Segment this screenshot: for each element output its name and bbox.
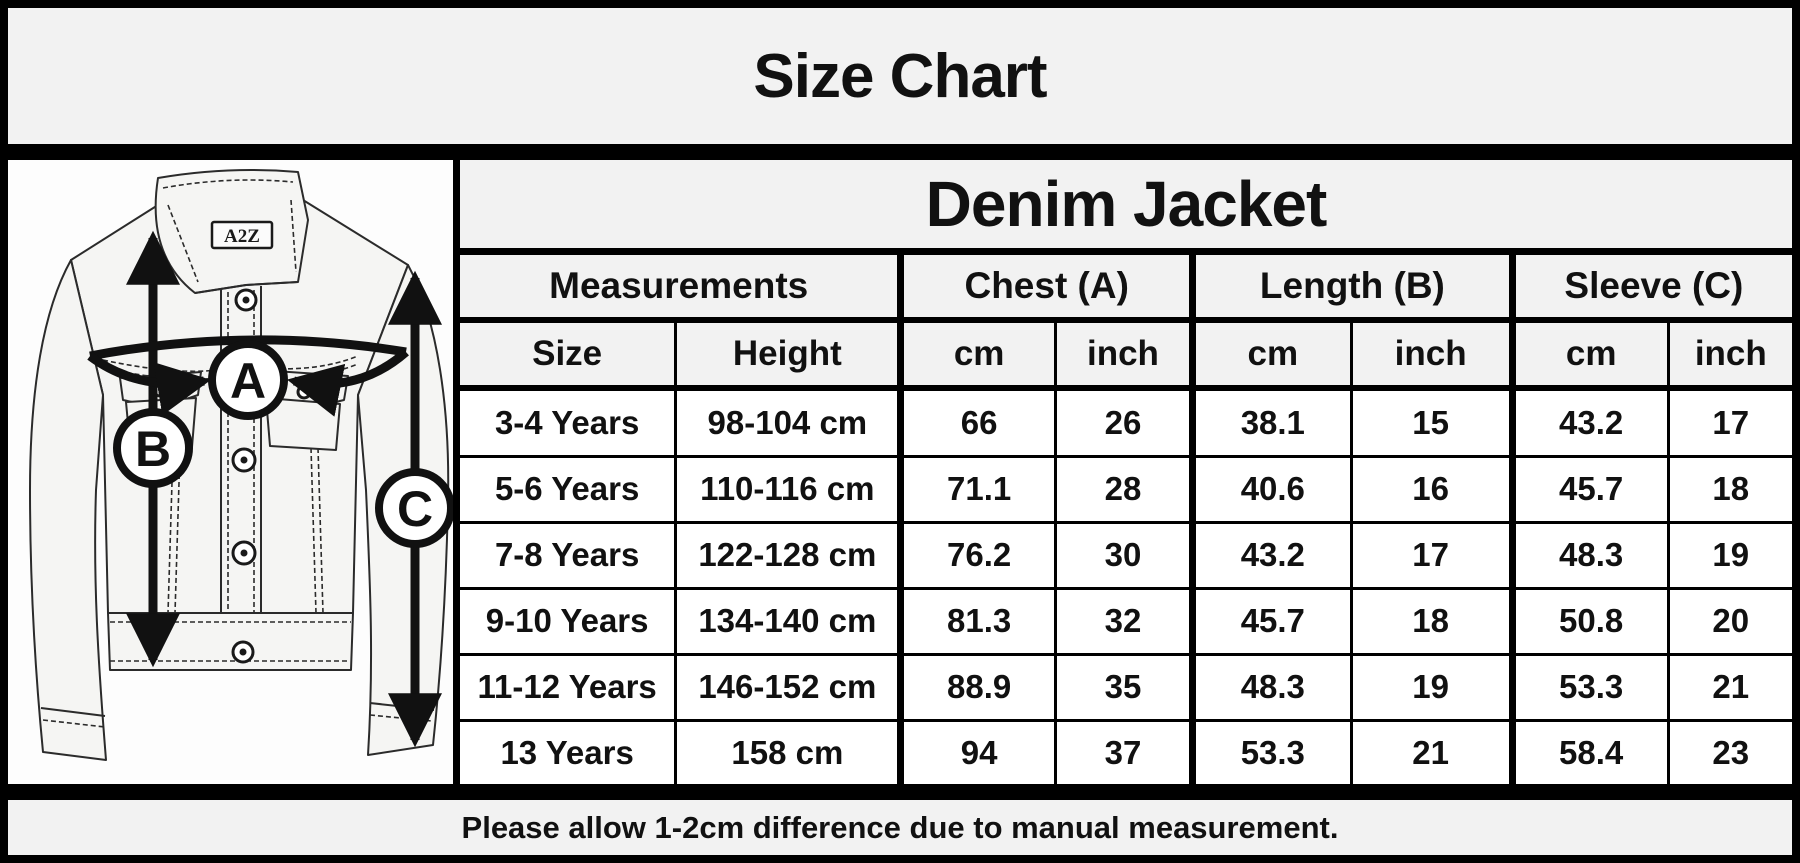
col-header-length-cm: cm [1189, 320, 1352, 391]
chest-inch-cell: 32 [1053, 588, 1193, 656]
col-header-length-inch: inch [1349, 320, 1513, 391]
length-cm-cell: 43.2 [1189, 522, 1352, 590]
chest-cm-cell: 81.3 [897, 588, 1056, 656]
size-cell: 9-10 Years [460, 588, 676, 656]
sleeve-cm-cell: 58.4 [1508, 720, 1669, 784]
col-group-sleeve: Sleeve (C) [1508, 251, 1792, 323]
col-group-measurements: Measurements [460, 251, 901, 323]
measure-label-b: B [113, 408, 193, 488]
main-panel: A2Z [0, 152, 1800, 792]
size-cell: 11-12 Years [460, 654, 676, 722]
col-header-sleeve-cm: cm [1508, 320, 1669, 391]
measure-label-a: A [208, 340, 288, 420]
height-cell: 98-104 cm [674, 388, 901, 458]
chest-cm-cell: 71.1 [897, 456, 1056, 524]
footer-note: Please allow 1-2cm difference due to man… [0, 792, 1800, 863]
table-row: 11-12 Years 146-152 cm 88.9 35 48.3 19 5… [460, 654, 1792, 722]
svg-text:B: B [135, 421, 171, 477]
svg-text:C: C [397, 481, 433, 537]
svg-text:A: A [230, 353, 266, 409]
table-row: 5-6 Years 110-116 cm 71.1 28 40.6 16 45.… [460, 456, 1792, 524]
chest-cm-cell: 76.2 [897, 522, 1056, 590]
table-row: 9-10 Years 134-140 cm 81.3 32 45.7 18 50… [460, 588, 1792, 656]
brand-label: A2Z [224, 226, 260, 247]
table-row: 13 Years 158 cm 94 37 53.3 21 58.4 23 [460, 720, 1792, 784]
sleeve-cm-cell: 50.8 [1508, 588, 1669, 656]
sleeve-inch-cell: 18 [1666, 456, 1792, 524]
size-table: Denim Jacket Measurements Chest (A) Leng… [460, 160, 1792, 784]
size-table-panel: Denim Jacket Measurements Chest (A) Leng… [460, 160, 1792, 784]
product-title: Denim Jacket [460, 160, 1792, 255]
length-inch-cell: 15 [1349, 388, 1513, 458]
length-cm-cell: 40.6 [1189, 456, 1352, 524]
sleeve-cm-cell: 45.7 [1508, 456, 1669, 524]
size-cell: 3-4 Years [460, 388, 676, 458]
chest-cm-cell: 94 [897, 720, 1056, 784]
sleeve-inch-cell: 19 [1666, 522, 1792, 590]
col-header-size: Size [460, 320, 676, 391]
chest-inch-cell: 28 [1053, 456, 1193, 524]
measure-label-c: C [375, 468, 453, 548]
height-cell: 122-128 cm [674, 522, 901, 590]
jacket-left-sleeve [29, 259, 107, 761]
length-inch-cell: 21 [1349, 720, 1513, 784]
col-header-height: Height [674, 320, 901, 391]
jacket-diagram-panel: A2Z [8, 160, 460, 784]
chest-inch-cell: 35 [1053, 654, 1193, 722]
sleeve-cm-cell: 53.3 [1508, 654, 1669, 722]
chest-inch-cell: 37 [1053, 720, 1193, 784]
length-inch-cell: 17 [1349, 522, 1513, 590]
size-cell: 5-6 Years [460, 456, 676, 524]
height-cell: 158 cm [674, 720, 901, 784]
col-group-length: Length (B) [1189, 251, 1513, 323]
title-banner: Size Chart [0, 0, 1800, 152]
sleeve-inch-cell: 17 [1666, 388, 1792, 458]
height-cell: 146-152 cm [674, 654, 901, 722]
col-header-sleeve-inch: inch [1666, 320, 1792, 391]
height-cell: 110-116 cm [674, 456, 901, 524]
length-inch-cell: 19 [1349, 654, 1513, 722]
table-row: 3-4 Years 98-104 cm 66 26 38.1 15 43.2 1… [460, 388, 1792, 458]
chest-cm-cell: 88.9 [897, 654, 1056, 722]
col-header-chest-inch: inch [1053, 320, 1193, 391]
jacket-buttons [231, 288, 258, 664]
sleeve-inch-cell: 21 [1666, 654, 1792, 722]
chest-cm-cell: 66 [897, 388, 1056, 458]
length-cm-cell: 53.3 [1189, 720, 1352, 784]
sleeve-cm-cell: 48.3 [1508, 522, 1669, 590]
page-title: Size Chart [753, 41, 1047, 111]
table-row: 7-8 Years 122-128 cm 76.2 30 43.2 17 48.… [460, 522, 1792, 590]
length-inch-cell: 18 [1349, 588, 1513, 656]
length-cm-cell: 45.7 [1189, 588, 1352, 656]
sleeve-inch-cell: 23 [1666, 720, 1792, 784]
height-cell: 134-140 cm [674, 588, 901, 656]
brand-label-box [210, 220, 274, 250]
col-header-chest-cm: cm [897, 320, 1056, 391]
length-inch-cell: 16 [1349, 456, 1513, 524]
size-cell: 7-8 Years [460, 522, 676, 590]
col-group-chest: Chest (A) [897, 251, 1193, 323]
chest-inch-cell: 30 [1053, 522, 1193, 590]
denim-jacket-illustration: A2Z [29, 169, 453, 761]
sleeve-cm-cell: 43.2 [1508, 388, 1669, 458]
length-cm-cell: 48.3 [1189, 654, 1352, 722]
chest-inch-cell: 26 [1053, 388, 1193, 458]
size-cell: 13 Years [460, 720, 676, 784]
sleeve-inch-cell: 20 [1666, 588, 1792, 656]
footer-note-text: Please allow 1-2cm difference due to man… [461, 809, 1339, 845]
length-cm-cell: 38.1 [1189, 388, 1352, 458]
